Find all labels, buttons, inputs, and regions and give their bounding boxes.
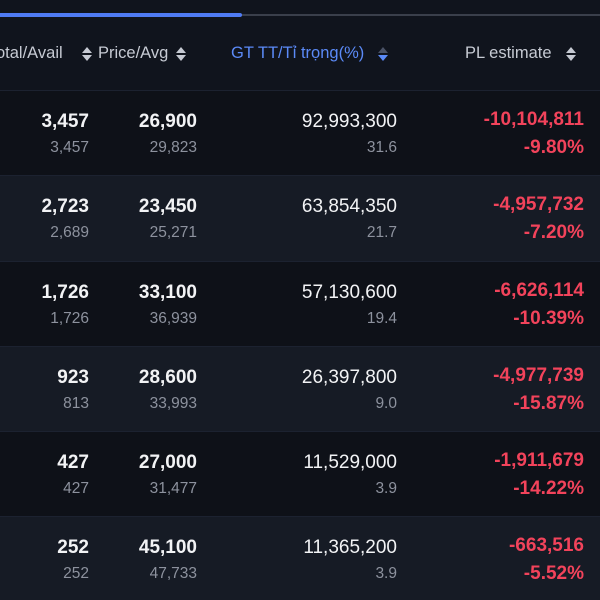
tab-bar xyxy=(0,0,600,18)
header-pl-estimate-label: PL estimate xyxy=(465,44,552,62)
header-total-avail-label: otal/Avail xyxy=(0,44,63,62)
tab-track xyxy=(0,14,600,16)
avg-price: 25,271 xyxy=(149,224,197,242)
avg-price: 29,823 xyxy=(149,139,197,156)
price: 27,000 xyxy=(138,452,197,474)
avail-qty: 427 xyxy=(63,480,89,498)
sort-desc-icon[interactable] xyxy=(378,46,389,62)
header-price-avg[interactable]: Price/Avg xyxy=(82,44,187,63)
avg-price: 36,939 xyxy=(149,309,197,327)
total-qty: 427 xyxy=(57,452,89,474)
pl-percent: -9.80% xyxy=(523,137,584,158)
pl-percent: -15.87% xyxy=(513,392,584,414)
market-value: 63,854,350 xyxy=(301,196,397,218)
price: 23,450 xyxy=(138,196,197,218)
header-price-avg-label: Price/Avg xyxy=(98,44,169,62)
market-value: 11,365,200 xyxy=(303,537,397,559)
pl-value: -6,626,114 xyxy=(494,279,584,301)
weight: 19.4 xyxy=(366,309,397,327)
pl-value: -4,977,739 xyxy=(493,364,584,386)
total-qty: 923 xyxy=(57,366,89,388)
avail-qty: 2,689 xyxy=(50,224,89,242)
pl-value: -4,957,732 xyxy=(493,194,584,216)
market-value: 26,397,800 xyxy=(301,366,397,388)
avg-price: 47,733 xyxy=(149,565,197,583)
weight: 21.7 xyxy=(366,224,397,242)
price: 28,600 xyxy=(138,366,197,388)
avail-qty: 252 xyxy=(63,565,89,583)
header-market-value-weight[interactable]: GT TT/Tỉ trọng(%) xyxy=(231,44,389,63)
total-qty: 1,726 xyxy=(41,281,89,303)
weight: 9.0 xyxy=(375,394,397,412)
pl-percent: -7.20% xyxy=(523,222,584,244)
header-pl-estimate[interactable]: PL estimate xyxy=(465,44,576,63)
weight: 3.9 xyxy=(375,565,397,583)
holdings-table: 3,457 3,457 26,900 29,823 92,993,300 31.… xyxy=(0,90,600,600)
market-value: 92,993,300 xyxy=(301,111,397,132)
table-row[interactable]: 3,457 3,457 26,900 29,823 92,993,300 31.… xyxy=(0,90,600,176)
active-tab-indicator[interactable] xyxy=(0,13,242,17)
pl-value: -1,911,679 xyxy=(494,450,584,472)
avail-qty: 1,726 xyxy=(50,309,89,327)
table-header: otal/Avail Price/Avg GT TT/Tỉ trọng(%) P… xyxy=(0,18,600,90)
pl-percent: -10.39% xyxy=(513,307,584,329)
total-qty: 2,723 xyxy=(41,196,89,218)
header-market-value-weight-label: GT TT/Tỉ trọng(%) xyxy=(231,44,365,62)
header-total-avail[interactable]: otal/Avail xyxy=(0,44,63,63)
price: 45,100 xyxy=(138,537,197,559)
table-row[interactable]: 252 252 45,100 47,733 11,365,200 3.9 -66… xyxy=(0,516,600,600)
table-row[interactable]: 1,726 1,726 33,100 36,939 57,130,600 19.… xyxy=(0,260,600,346)
total-qty: 3,457 xyxy=(41,111,89,132)
price: 26,900 xyxy=(138,111,197,132)
avail-qty: 813 xyxy=(63,394,89,412)
weight: 3.9 xyxy=(375,480,397,498)
avail-qty: 3,457 xyxy=(50,139,89,156)
market-value: 57,130,600 xyxy=(301,281,397,303)
price: 33,100 xyxy=(138,281,197,303)
total-qty: 252 xyxy=(57,537,89,559)
pl-percent: -14.22% xyxy=(513,478,584,500)
market-value: 11,529,000 xyxy=(303,452,397,474)
sort-icon[interactable] xyxy=(176,46,187,62)
pl-value: -10,104,811 xyxy=(483,109,584,130)
weight: 31.6 xyxy=(366,139,397,156)
sort-icon[interactable] xyxy=(82,46,92,62)
avg-price: 33,993 xyxy=(149,394,197,412)
table-row[interactable]: 2,723 2,689 23,450 25,271 63,854,350 21.… xyxy=(0,175,600,261)
pl-value: -663,516 xyxy=(508,535,584,557)
table-row[interactable]: 427 427 27,000 31,477 11,529,000 3.9 -1,… xyxy=(0,431,600,517)
table-row[interactable]: 923 813 28,600 33,993 26,397,800 9.0 -4,… xyxy=(0,345,600,432)
sort-icon[interactable] xyxy=(565,46,576,62)
pl-percent: -5.52% xyxy=(523,563,584,585)
avg-price: 31,477 xyxy=(149,480,197,498)
